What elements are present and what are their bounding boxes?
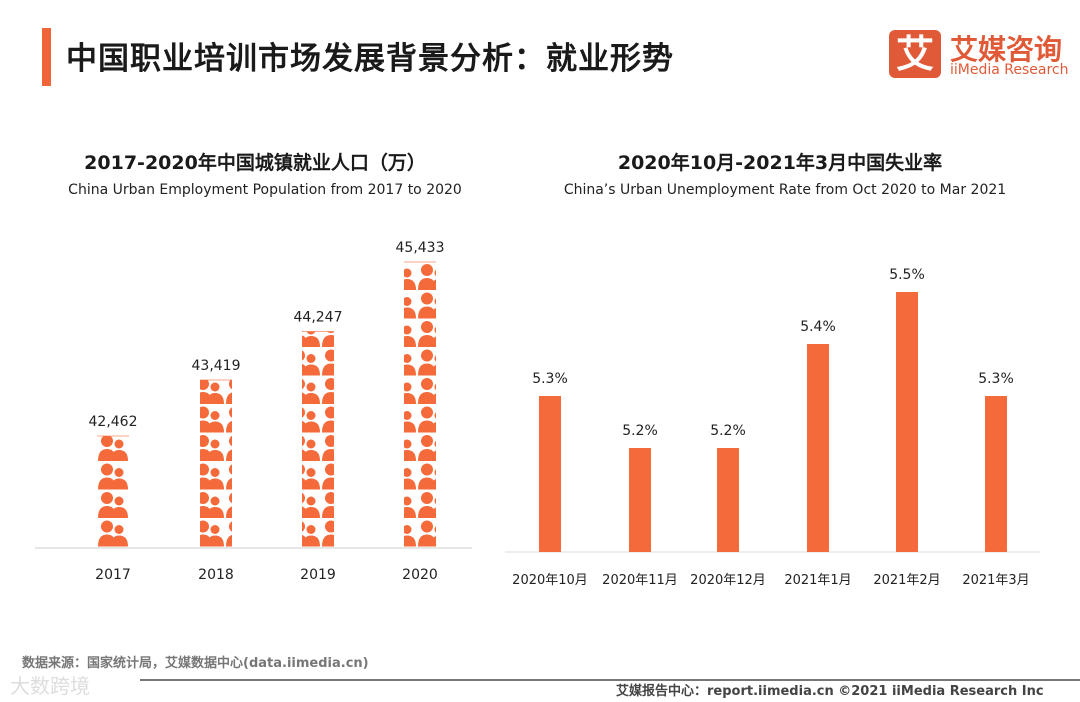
chart2-bar-2021年2月 — [896, 292, 918, 552]
chart2-data-label: 5.4% — [800, 319, 836, 335]
chart2-bar-2020年12月 — [717, 448, 739, 552]
page-title: 中国职业培训市场发展背景分析：就业形势 — [66, 41, 674, 77]
chart2-bar-2021年3月 — [985, 396, 1007, 552]
footer-report: 艾媒报告中心：report.iimedia.cn ©2021 iiMedia R… — [616, 684, 1044, 699]
chart2-x-tick: 2020年11月 — [602, 573, 678, 588]
chart2-title: 2020年10月-2021年3月中国失业率 — [617, 152, 943, 174]
logo-text-cn: 艾媒咨询 — [950, 33, 1063, 66]
logo-icon: 艾 — [889, 30, 941, 78]
footer-divider — [140, 679, 1080, 681]
chart2-x-tick: 2020年12月 — [690, 573, 766, 588]
chart1-bar-2017 — [97, 436, 129, 548]
title-accent-bar — [42, 28, 51, 86]
chart2-data-label: 5.2% — [622, 423, 658, 439]
chart1-bar-2019 — [302, 331, 334, 548]
chart2-x-tick: 2020年10月 — [512, 573, 588, 588]
chart2-data-label: 5.3% — [978, 371, 1014, 387]
chart1-data-label: 42,462 — [89, 414, 138, 430]
chart1-subtitle: China Urban Employment Population from 2… — [68, 182, 462, 198]
chart2-data-label: 5.2% — [710, 423, 746, 439]
chart1-bar-2020 — [404, 262, 436, 548]
chart2-bar-2020年11月 — [629, 448, 651, 552]
chart2-x-tick: 2021年3月 — [962, 573, 1029, 588]
chart1-x-tick: 2020 — [402, 567, 438, 583]
chart1-x-tick: 2019 — [300, 567, 336, 583]
chart1-x-tick: 2017 — [95, 567, 131, 583]
chart2-x-tick: 2021年2月 — [873, 573, 940, 588]
chart2-x-tick: 2021年1月 — [784, 573, 851, 588]
chart2-bar-2021年1月 — [807, 344, 829, 552]
chart1-bar-2018 — [200, 379, 232, 548]
chart2-bar-2020年10月 — [539, 396, 561, 552]
chart1-x-tick: 2018 — [198, 567, 234, 583]
chart1-data-label: 45,433 — [396, 240, 445, 256]
logo-text-en: iiMedia Research — [950, 62, 1069, 78]
chart2-data-label: 5.5% — [889, 267, 925, 283]
chart2-subtitle: China’s Urban Unemployment Rate from Oct… — [563, 182, 1007, 198]
chart1-data-label: 44,247 — [294, 309, 343, 325]
chart2-data-label: 5.3% — [532, 371, 568, 387]
chart1-title: 2017-2020年中国城镇就业人口（万） — [84, 152, 426, 174]
chart1-data-label: 43,419 — [192, 358, 241, 374]
watermark: 大数跨境 — [10, 674, 90, 698]
charts-area: 42,462 2017 43,419 2018 44,247 2019 45,433 2020… — [35, 240, 1040, 588]
data-source: 数据来源：国家统计局，艾媒数据中心(data.iimedia.cn) — [22, 656, 369, 671]
